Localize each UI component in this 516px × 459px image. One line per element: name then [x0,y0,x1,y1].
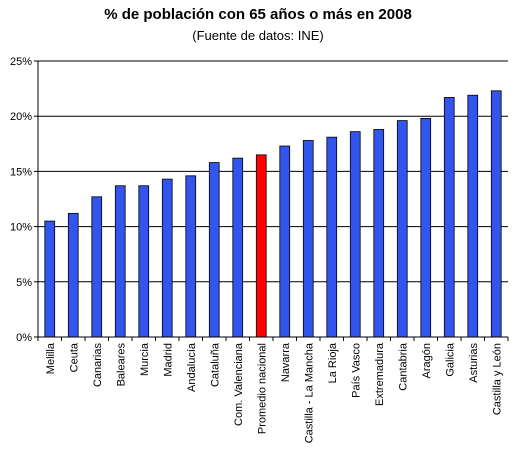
y-tick-label: 10% [10,222,32,234]
bar [420,118,432,338]
x-tick-labels: Melilla Ceuta Canarias Baleares Murcia Madrid… [45,342,504,443]
bar [232,157,244,338]
x-tick-label: Extremadura [374,342,386,406]
x-tick-label: Navarra [280,342,292,382]
bar [279,145,291,338]
bar [349,131,361,338]
bar [138,185,150,338]
bar [67,212,79,338]
x-tick-label: Baleares [115,343,127,387]
x-tick-label: Cataluña [209,342,221,387]
bar [443,97,455,338]
x-tick-label: Promedio nacional [256,343,268,434]
x-tick-label: Andalucía [186,342,198,392]
chart-title: % de población con 65 años o más en 2008 [104,6,412,23]
bar [467,94,479,338]
y-tick-label: 0% [16,332,32,344]
bar [44,220,56,338]
x-tick-label: La Rioja [327,342,339,383]
bar [302,140,314,338]
bar [185,175,197,338]
x-tick-label: Ceuta [68,342,80,372]
y-tick-label: 25% [10,56,32,68]
bar [255,154,267,338]
bar [208,162,220,338]
axes [34,60,509,341]
x-tick-label: Castilla y León [491,343,503,415]
chart-subtitle: (Fuente de datos: INE) [192,28,324,43]
x-tick-label: Asturias [468,343,480,383]
x-tick-label: País Vasco [350,343,362,398]
x-tick-label: Com. Valenciana [233,342,245,426]
x-tick-label: Cantabria [397,342,409,391]
bar [373,129,385,338]
bar [114,185,126,338]
y-tick-label: 20% [10,111,32,123]
x-tick-label: Castilla - La Mancha [303,342,315,443]
y-tick-label: 5% [16,277,32,289]
bar [91,196,103,338]
x-tick-label: Aragón [421,343,433,378]
bar [396,120,408,338]
x-tick-label: Madrid [162,343,174,377]
x-tick-label: Galicia [444,342,456,377]
y-tick-labels: 0% 5% 10% 15% 20% 25% [10,56,32,344]
x-tick-label: Canarias [92,343,104,388]
x-tick-label: Murcia [139,342,151,376]
y-tick-label: 15% [10,166,32,178]
x-tick-label: Melilla [45,342,57,374]
bar [326,136,338,338]
bar [161,178,173,338]
bar [490,90,502,338]
gridlines [38,60,508,283]
bars [44,90,502,338]
